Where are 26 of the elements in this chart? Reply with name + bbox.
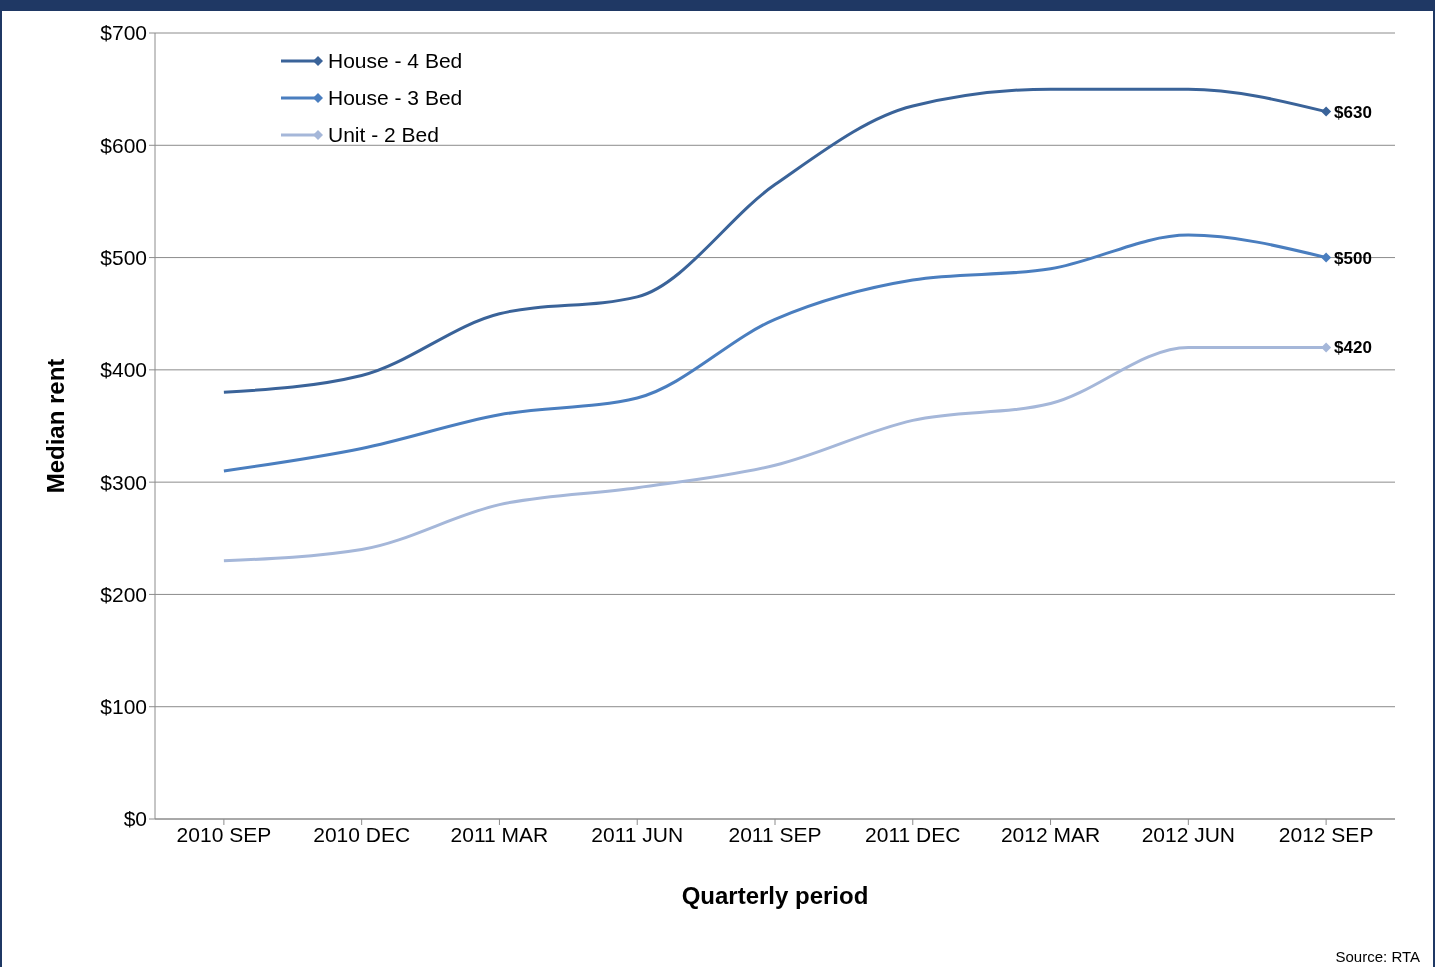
legend-label: Unit - 2 Bed	[328, 122, 439, 147]
y-tick-label: $500	[100, 246, 147, 270]
x-tick-label: 2011 DEC	[865, 822, 961, 846]
x-tick-label: 2012 MAR	[1000, 822, 1101, 846]
x-tick-label: 2012 JUN	[1141, 822, 1236, 846]
x-tick-label: 2010 DEC	[313, 822, 411, 846]
data-label: $630	[1334, 102, 1372, 122]
x-tick-label: 2012 SEP	[1278, 822, 1374, 846]
x-tick-label: 2011 JUN	[591, 822, 684, 846]
x-axis-title: Quarterly period	[681, 882, 869, 909]
y-tick-label: $300	[100, 470, 147, 494]
y-tick-label: $400	[100, 358, 147, 382]
x-tick-label: 2010 SEP	[176, 822, 272, 846]
source-note: Source: RTA	[1335, 948, 1420, 965]
data-label: $500	[1334, 248, 1372, 268]
y-tick-label: $700	[100, 21, 147, 45]
x-tick-label: 2011 MAR	[450, 822, 549, 846]
y-axis-title: Median rent	[41, 358, 69, 494]
data-label: $420	[1334, 338, 1372, 358]
legend-label: House - 3 Bed	[328, 85, 463, 110]
legend-label: House - 4 Bed	[328, 48, 463, 73]
y-tick-label: $200	[100, 582, 147, 606]
y-tick-label: $0	[123, 807, 147, 831]
y-tick-label: $100	[100, 695, 147, 719]
x-tick-label: 2011 SEP	[728, 822, 822, 846]
y-tick-label: $600	[100, 133, 147, 157]
